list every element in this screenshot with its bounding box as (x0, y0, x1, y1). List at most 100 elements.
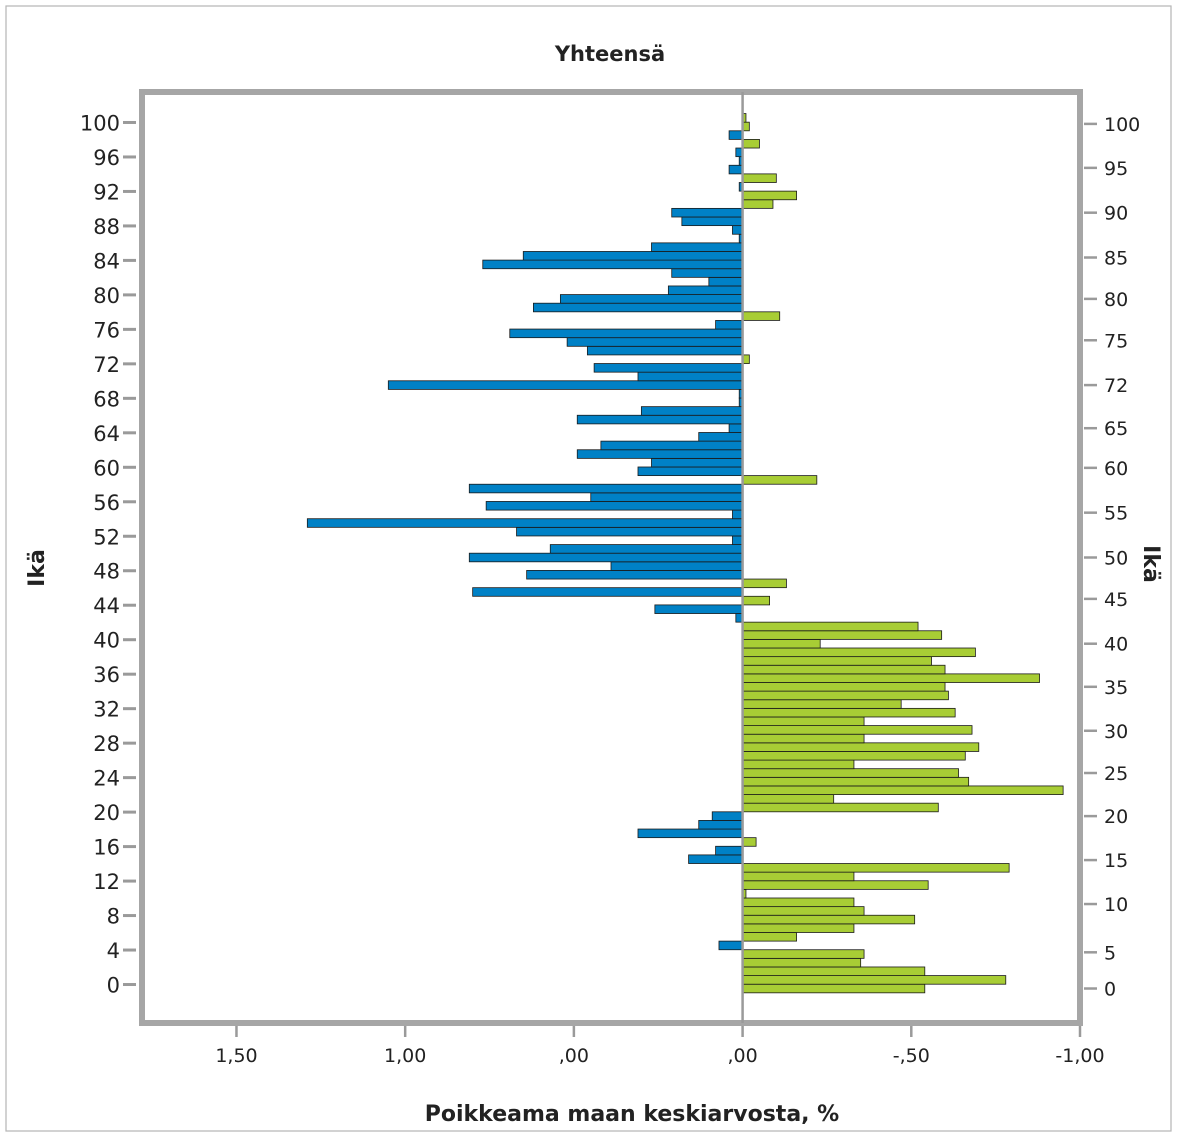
left-tick-label-9: 36 (93, 663, 120, 687)
bar-age-56 (485, 501, 743, 511)
bar-age-60 (637, 466, 743, 477)
bar-age-12 (742, 880, 929, 890)
right-tick-label-18: 90 (1104, 203, 1128, 225)
y-axis-title-left: Ikä (25, 549, 50, 587)
left-tick-label-16: 64 (93, 422, 120, 446)
bar-age-86 (651, 242, 743, 252)
left-tick-label-23: 92 (93, 180, 120, 204)
bar-age-99 (728, 130, 743, 140)
left-tick-label-10: 40 (93, 629, 120, 653)
bar-age-62 (576, 449, 743, 459)
left-tick-label-17: 68 (93, 387, 120, 411)
right-tick-label-0: 0 (1104, 979, 1116, 1001)
right-tick-label-1: 5 (1104, 942, 1116, 964)
bar-age-90 (671, 207, 743, 218)
bar-age-36 (742, 673, 1040, 683)
bar-age-84 (482, 259, 743, 270)
bar-age-64 (698, 432, 743, 442)
bar-age-2 (742, 966, 926, 976)
bar-age-55 (732, 509, 743, 520)
bar-age-81 (667, 285, 743, 295)
right-tick-label-15: 75 (1104, 330, 1128, 352)
bar-age-53 (516, 526, 743, 537)
bar-age-21 (742, 802, 939, 813)
bar-age-27 (742, 751, 966, 761)
bar-age-61 (651, 457, 743, 468)
bar-age-25 (742, 768, 959, 778)
bar-age-8 (742, 914, 916, 925)
bar-age-4 (742, 949, 865, 959)
bar-age-23 (742, 785, 1064, 795)
bar-age-76 (509, 328, 743, 339)
bar-age-58 (468, 483, 743, 494)
bar-age-6 (742, 932, 797, 942)
left-tick-label-13: 52 (93, 525, 120, 549)
right-tick-label-5: 25 (1104, 763, 1128, 785)
left-tick-label-20: 80 (93, 284, 120, 308)
y-axis-title-right: Ikä (1138, 545, 1163, 583)
right-tick-label-4: 20 (1104, 806, 1128, 828)
bar-age-59 (742, 475, 818, 485)
left-tick-label-25: 100 (80, 111, 120, 135)
left-tick-label-0: 0 (107, 974, 120, 998)
x-tick-label-5: -1,00 (1055, 1045, 1104, 1067)
bar-age-13 (742, 871, 855, 882)
right-tick-label-17: 85 (1104, 248, 1128, 270)
bar-age-91 (742, 199, 774, 209)
x-axis-title: Poikkeama maan keskiarvosta, % (425, 1102, 839, 1127)
bar-age-79 (533, 302, 743, 313)
bar-age-51 (549, 544, 743, 554)
bar-age-37 (742, 664, 946, 675)
bar-age-42 (742, 621, 919, 632)
bar-age-29 (742, 733, 865, 744)
bar-age-72 (593, 363, 743, 373)
bar-age-7 (742, 923, 855, 933)
right-tick-label-11: 55 (1104, 503, 1128, 525)
bar-age-74 (586, 345, 743, 356)
left-tick-label-3: 12 (93, 870, 120, 894)
bar-age-30 (742, 725, 973, 735)
bar-age-35 (742, 682, 946, 692)
right-tick-label-10: 50 (1104, 548, 1128, 570)
bar-age-32 (742, 707, 956, 718)
x-tick-label-1: 1,00 (384, 1045, 426, 1067)
bar-age-70 (387, 380, 743, 390)
bar-age-44 (654, 604, 743, 614)
bar-age-28 (742, 742, 980, 752)
bar-age-39 (742, 647, 976, 658)
bar-age-88 (732, 225, 743, 235)
bar-age-9 (742, 906, 865, 916)
left-tick-label-8: 32 (93, 698, 120, 722)
left-tick-label-22: 88 (93, 215, 120, 239)
left-tick-label-11: 44 (93, 594, 120, 618)
left-tick-label-12: 48 (93, 560, 120, 584)
chart-title: Yhteensä (554, 42, 665, 66)
right-tick-label-13: 65 (1104, 418, 1128, 440)
x-tick-label-0: 1,50 (215, 1045, 257, 1067)
right-tick-label-19: 95 (1104, 158, 1128, 180)
bar-age-24 (742, 776, 970, 787)
bar-age-20 (711, 811, 743, 821)
left-tick-label-14: 56 (93, 491, 120, 515)
bar-age-47 (742, 578, 787, 589)
bar-age-17 (742, 837, 757, 847)
bar-age-95 (728, 164, 743, 175)
bar-age-80 (559, 294, 743, 304)
right-tick-label-8: 40 (1104, 634, 1128, 656)
right-tick-label-12: 60 (1104, 458, 1128, 480)
bar-age-33 (742, 699, 902, 709)
bar-age-98 (742, 139, 760, 149)
bar-age-16 (715, 845, 743, 856)
bar-age-57 (590, 492, 743, 502)
bar-age-94 (742, 173, 777, 183)
bar-age-26 (742, 759, 855, 770)
left-tick-label-1: 4 (107, 939, 120, 963)
axes-layer: 0481216202428323640444852566064687276808… (80, 111, 1140, 1067)
right-tick-label-3: 15 (1104, 850, 1128, 872)
bar-age-3 (742, 957, 862, 968)
bar-age-77 (715, 320, 743, 330)
bar-age-18 (637, 828, 743, 839)
bar-age-0 (742, 983, 926, 994)
